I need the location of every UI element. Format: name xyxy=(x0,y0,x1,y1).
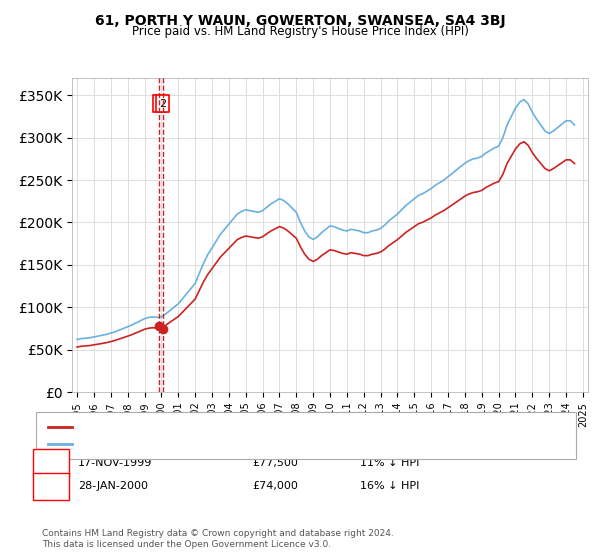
Text: Contains HM Land Registry data © Crown copyright and database right 2024.
This d: Contains HM Land Registry data © Crown c… xyxy=(42,529,394,549)
Text: £74,000: £74,000 xyxy=(252,481,298,491)
Text: 2: 2 xyxy=(159,99,166,109)
Text: 61, PORTH Y WAUN, GOWERTON, SWANSEA, SA4 3BJ: 61, PORTH Y WAUN, GOWERTON, SWANSEA, SA4… xyxy=(95,14,505,28)
Text: 28-JAN-2000: 28-JAN-2000 xyxy=(78,481,148,491)
Text: £77,500: £77,500 xyxy=(252,458,298,468)
Text: HPI: Average price, detached house, Swansea: HPI: Average price, detached house, Swan… xyxy=(78,439,317,449)
Text: 1: 1 xyxy=(47,458,55,468)
Text: 16% ↓ HPI: 16% ↓ HPI xyxy=(360,481,419,491)
Text: 2: 2 xyxy=(47,481,55,491)
Text: 1: 1 xyxy=(156,99,163,109)
Text: 11% ↓ HPI: 11% ↓ HPI xyxy=(360,458,419,468)
Text: 17-NOV-1999: 17-NOV-1999 xyxy=(78,458,152,468)
Text: Price paid vs. HM Land Registry's House Price Index (HPI): Price paid vs. HM Land Registry's House … xyxy=(131,25,469,38)
Text: 61, PORTH Y WAUN, GOWERTON, SWANSEA, SA4 3BJ (detached house): 61, PORTH Y WAUN, GOWERTON, SWANSEA, SA4… xyxy=(78,422,446,432)
